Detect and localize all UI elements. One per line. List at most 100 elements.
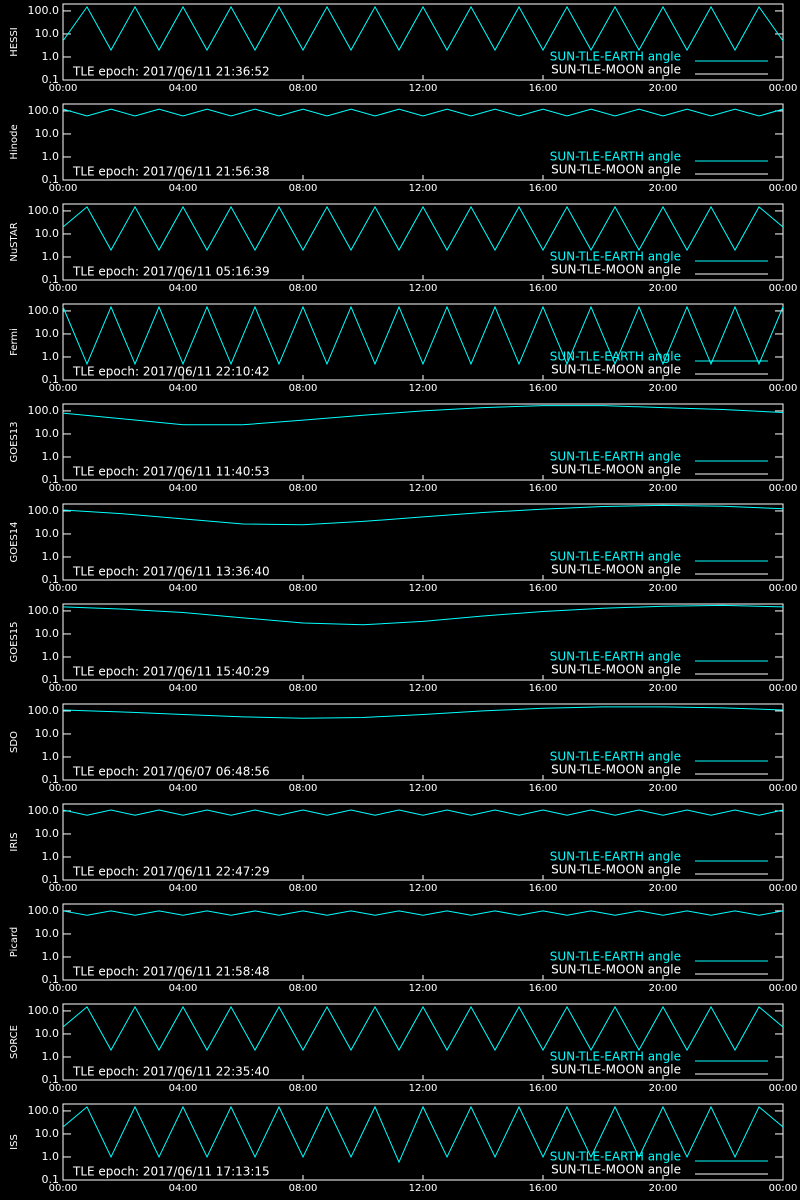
legend-label: SUN-TLE-MOON angle [551,363,681,377]
series-line [62,205,784,252]
y-tick-label: 1.0 [42,950,60,963]
legend-label: SUN-TLE-EARTH angle [550,150,681,164]
x-tick-label: 00:00 [49,1083,78,1094]
legend-label: SUN-TLE-MOON angle [551,863,681,877]
y-axis-label: GOES14 [9,521,20,562]
y-axis-label: HESSI [9,27,20,56]
y-tick-label: 10.0 [35,327,60,340]
x-tick-label: 16:00 [529,283,558,294]
y-tick-label: 0.1 [42,973,60,986]
x-tick-label: 12:00 [409,1183,438,1194]
annotation: TLE epoch: 2017/06/11 22:35:40 [72,1065,270,1079]
series-line [62,706,784,719]
x-tick-label: 12:00 [409,383,438,394]
legend-label: SUN-TLE-MOON angle [551,963,681,977]
y-axis-label: IRIS [9,832,20,851]
annotation: TLE epoch: 2017/06/11 11:40:53 [72,465,270,479]
x-tick-label: 12:00 [409,483,438,494]
y-tick-label: 0.1 [42,173,60,186]
annotation: TLE epoch: 2017/06/11 21:36:52 [72,65,270,79]
y-tick-label: 0.1 [42,273,60,286]
x-tick-label: 08:00 [289,683,318,694]
x-tick-label: 20:00 [649,183,678,194]
y-tick-label: 0.1 [42,773,60,786]
legend-label: SUN-TLE-EARTH angle [550,850,681,864]
y-tick-label: 1.0 [42,450,60,463]
x-tick-label: 00:00 [769,283,798,294]
y-tick-label: 100.0 [28,504,60,517]
annotation: TLE epoch: 2017/06/11 21:58:48 [72,965,270,979]
series-line [62,809,784,816]
y-tick-label: 0.1 [42,473,60,486]
y-axis-label: GOES15 [9,621,20,662]
x-tick-label: 16:00 [529,1183,558,1194]
legend-label: SUN-TLE-MOON angle [551,1163,681,1177]
x-tick-label: 16:00 [529,83,558,94]
x-tick-label: 08:00 [289,883,318,894]
x-tick-label: 04:00 [169,83,198,94]
x-tick-label: 20:00 [649,1183,678,1194]
annotation: TLE epoch: 2017/06/11 22:47:29 [72,865,270,879]
x-tick-label: 00:00 [49,883,78,894]
x-tick-label: 04:00 [169,1183,198,1194]
y-axis-label: ISS [9,1134,20,1150]
x-tick-label: 04:00 [169,983,198,994]
x-tick-label: 12:00 [409,1083,438,1094]
y-tick-label: 10.0 [35,627,60,640]
y-axis-label: SORCE [9,1025,20,1059]
y-tick-label: 100.0 [28,4,60,17]
legend-label: SUN-TLE-MOON angle [551,163,681,177]
series-line [62,504,784,526]
x-tick-label: 00:00 [49,783,78,794]
x-tick-label: 00:00 [769,1083,798,1094]
series-line [62,910,784,916]
x-tick-label: 04:00 [169,1083,198,1094]
y-tick-label: 10.0 [35,727,60,740]
x-tick-label: 00:00 [49,83,78,94]
x-tick-label: 16:00 [529,783,558,794]
legend-label: SUN-TLE-EARTH angle [550,1150,681,1164]
legend-label: SUN-TLE-MOON angle [551,63,681,77]
x-tick-label: 08:00 [289,483,318,494]
x-tick-label: 12:00 [409,983,438,994]
legend-label: SUN-TLE-EARTH angle [550,350,681,364]
x-tick-label: 16:00 [529,483,558,494]
y-tick-label: 100.0 [28,604,60,617]
y-tick-label: 10.0 [35,927,60,940]
y-tick-label: 0.1 [42,1073,60,1086]
series-line [62,1105,784,1164]
legend-label: SUN-TLE-MOON angle [551,1063,681,1077]
series-line [62,305,784,366]
legend-label: SUN-TLE-EARTH angle [550,950,681,964]
legend-label: SUN-TLE-EARTH angle [550,650,681,664]
x-tick-label: 00:00 [769,783,798,794]
x-tick-label: 08:00 [289,983,318,994]
y-tick-label: 1.0 [42,250,60,263]
x-tick-label: 08:00 [289,83,318,94]
x-tick-label: 12:00 [409,583,438,594]
annotation: TLE epoch: 2017/06/11 21:56:38 [72,165,270,179]
x-tick-label: 04:00 [169,383,198,394]
annotation: TLE epoch: 2017/06/11 17:13:15 [72,1165,270,1179]
y-axis-label: Fermi [9,328,20,356]
x-tick-label: 00:00 [769,583,798,594]
legend-label: SUN-TLE-EARTH angle [550,550,681,564]
annotation: TLE epoch: 2017/06/11 15:40:29 [72,665,270,679]
y-tick-label: 1.0 [42,550,60,563]
x-tick-label: 04:00 [169,583,198,594]
x-tick-label: 00:00 [49,983,78,994]
y-tick-label: 0.1 [42,673,60,686]
y-axis-label: GOES13 [9,421,20,462]
y-tick-label: 1.0 [42,350,60,363]
x-tick-label: 20:00 [649,83,678,94]
y-tick-label: 10.0 [35,827,60,840]
y-tick-label: 1.0 [42,1050,60,1063]
x-tick-label: 12:00 [409,183,438,194]
x-tick-label: 16:00 [529,883,558,894]
x-tick-label: 04:00 [169,183,198,194]
y-tick-label: 0.1 [42,73,60,86]
x-tick-label: 04:00 [169,483,198,494]
y-tick-label: 0.1 [42,373,60,386]
x-tick-label: 20:00 [649,283,678,294]
x-tick-label: 12:00 [409,883,438,894]
